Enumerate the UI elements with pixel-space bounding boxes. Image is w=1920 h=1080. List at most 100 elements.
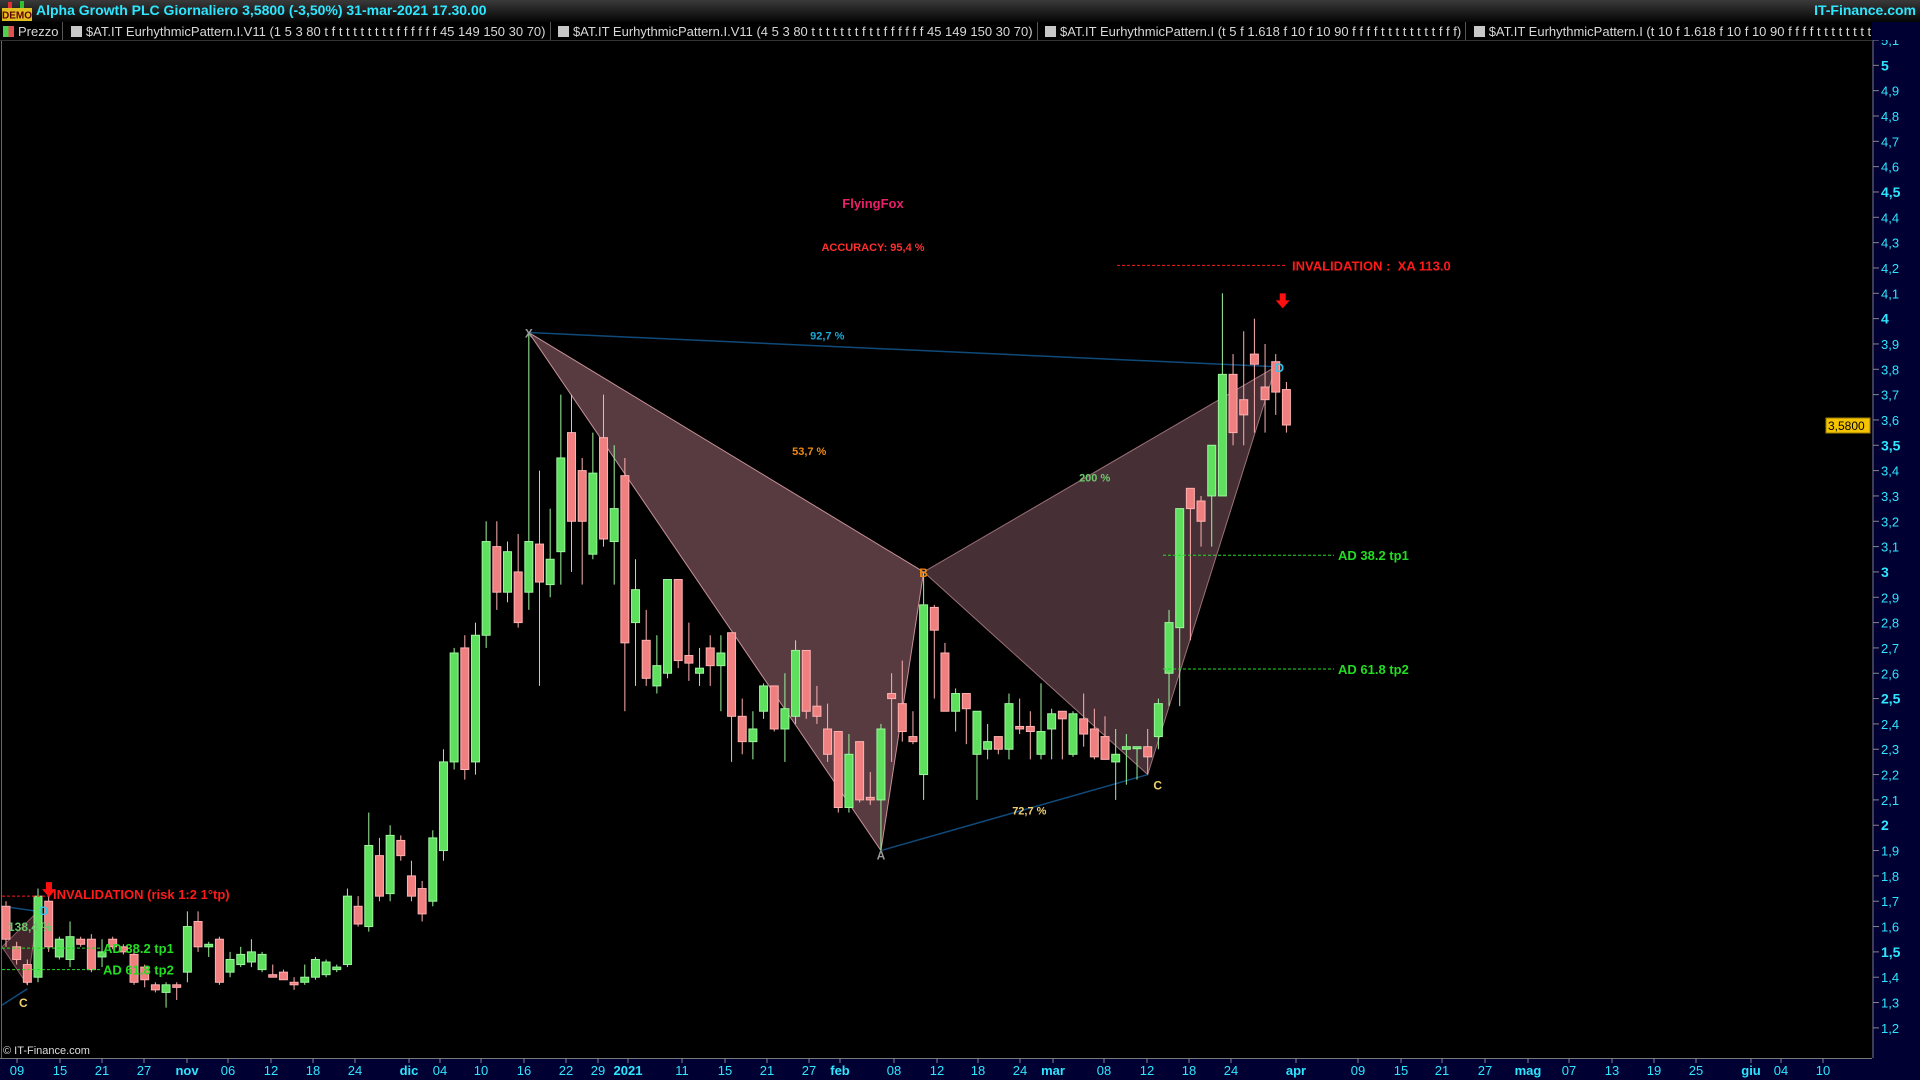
y-tick-label: 3,3	[1881, 489, 1899, 504]
candle-down	[1079, 718, 1089, 735]
prev-sell-arrow-icon	[42, 882, 56, 898]
legend-item-price[interactable]: Prezzo	[0, 22, 64, 40]
x-tick-label: 12	[1140, 1063, 1154, 1078]
candle-up	[1047, 713, 1057, 730]
copyright-label: © IT-Finance.com	[3, 1045, 90, 1057]
legend-item-indicator[interactable]: $AT.IT EurhythmicPattern.I.V11 (4 5 3 80…	[555, 22, 1038, 40]
x-tick-label: 18	[1182, 1063, 1196, 1078]
invalidation-label: INVALIDATION : XA 113.0	[1292, 258, 1451, 273]
pattern-triangle-bcd	[922, 365, 1277, 776]
y-tick-label: 3,7	[1881, 388, 1899, 403]
y-tick-label: 2	[1881, 817, 1889, 833]
candle-up	[695, 667, 705, 674]
brand-link[interactable]: IT-Finance.com	[1814, 2, 1916, 18]
date-axis[interactable]	[0, 1058, 1872, 1080]
candle-down	[214, 938, 224, 983]
x-tick-label: 21	[95, 1063, 109, 1078]
candle-up	[545, 558, 555, 586]
y-tick-label: 3,8	[1881, 362, 1899, 377]
candle-down	[1228, 373, 1238, 434]
y-tick-labels: 5,154,94,84,74,64,54,44,34,24,143,93,83,…	[1873, 33, 1901, 1036]
candle-down	[1196, 500, 1206, 522]
y-tick-label: 4,6	[1881, 160, 1899, 175]
x-tick-label: 25	[1689, 1063, 1703, 1078]
candle-up	[332, 966, 342, 971]
candle-down	[1100, 736, 1110, 760]
candle-down	[86, 938, 96, 971]
x-tick-label: 06	[221, 1063, 235, 1078]
candle-down	[993, 736, 1003, 750]
candle-down	[396, 839, 406, 857]
candle-up	[663, 579, 673, 674]
price-axis[interactable]	[1872, 40, 1920, 1080]
candle-down	[1260, 386, 1270, 401]
y-tick-label: 4,8	[1881, 109, 1899, 124]
candle-up	[1111, 753, 1121, 763]
y-tick-label: 1,3	[1881, 996, 1899, 1011]
point-c-label: C	[1153, 779, 1162, 793]
candle-up	[1164, 622, 1174, 674]
candle-up	[97, 951, 107, 958]
candle-down	[12, 946, 22, 960]
indicator-swatch-icon	[1473, 25, 1485, 37]
candle-up	[919, 604, 929, 776]
x-tick-label: feb	[830, 1063, 850, 1078]
x-tick-label: 18	[306, 1063, 320, 1078]
candle-down	[801, 649, 811, 712]
candle-down	[1143, 746, 1153, 758]
legend-item-indicator[interactable]: $AT.IT EurhythmicPattern.I (t 10 f 1.618…	[1471, 22, 1872, 40]
candle-up	[481, 541, 491, 636]
y-tick-label: 3,5	[1881, 437, 1901, 453]
candle-down	[118, 946, 128, 953]
candle-up	[1121, 746, 1131, 750]
candle-down	[268, 974, 278, 978]
window-title: Alpha Growth PLC Giornaliero 3,5800 (-3,…	[36, 2, 487, 18]
candle-up	[1175, 508, 1185, 629]
x-tick-label: 19	[1647, 1063, 1661, 1078]
candle-down	[812, 705, 822, 717]
y-tick-label: 4,3	[1881, 236, 1899, 251]
candle-down	[823, 728, 833, 755]
ratio-ac-label: 72,7 %	[1012, 806, 1046, 818]
y-tick-label: 1,8	[1881, 869, 1899, 884]
candle-up	[428, 837, 438, 902]
candle-down	[1015, 725, 1025, 730]
candle-up	[300, 976, 310, 983]
x-tick-label: 15	[718, 1063, 732, 1078]
indicator-swatch-icon	[557, 25, 569, 37]
prev-target-tp1-label: AD 38.2 tp1	[103, 941, 174, 956]
point-a-label: A	[877, 849, 886, 863]
candle-up	[470, 634, 480, 763]
candle-up	[321, 961, 331, 976]
y-tick-label: 1,5	[1881, 944, 1901, 960]
candle-down	[460, 647, 470, 771]
x-tick-label: 27	[1478, 1063, 1492, 1078]
x-tick-label: 07	[1562, 1063, 1576, 1078]
x-tick-label: 11	[675, 1063, 689, 1078]
candle-down	[150, 984, 160, 991]
prev-ratio-label: 138,4 %	[8, 920, 52, 934]
candle-down	[887, 693, 897, 700]
candle-up	[1132, 746, 1142, 750]
candle-up	[1153, 703, 1163, 738]
last-price-marker: 3,5800	[1825, 417, 1871, 434]
plot-area[interactable]	[0, 40, 1872, 1058]
candle-down	[737, 715, 747, 743]
candle-up	[844, 753, 854, 808]
y-tick-label: 1,9	[1881, 844, 1899, 859]
x-tick-label: 24	[1013, 1063, 1027, 1078]
legend-item-indicator[interactable]: $AT.IT EurhythmicPattern.I (t 5 f 1.618 …	[1042, 22, 1467, 40]
candle-up	[1207, 444, 1217, 497]
prev-invalidation-label: INVALIDATION (risk 1:2 1°tp)	[53, 887, 230, 902]
x-tick-label: 09	[10, 1063, 24, 1078]
candle-down	[1057, 710, 1067, 720]
candle-down	[940, 652, 950, 712]
candle-up	[1036, 731, 1046, 755]
legend-item-indicator[interactable]: $AT.IT EurhythmicPattern.I.V11 (1 5 3 80…	[68, 22, 551, 40]
y-tick-label: 2,1	[1881, 793, 1899, 808]
candle-down	[620, 475, 630, 644]
y-tick-label: 2,5	[1881, 691, 1901, 707]
last-price-label: 3,5800	[1828, 419, 1865, 433]
candle-down	[374, 855, 384, 897]
